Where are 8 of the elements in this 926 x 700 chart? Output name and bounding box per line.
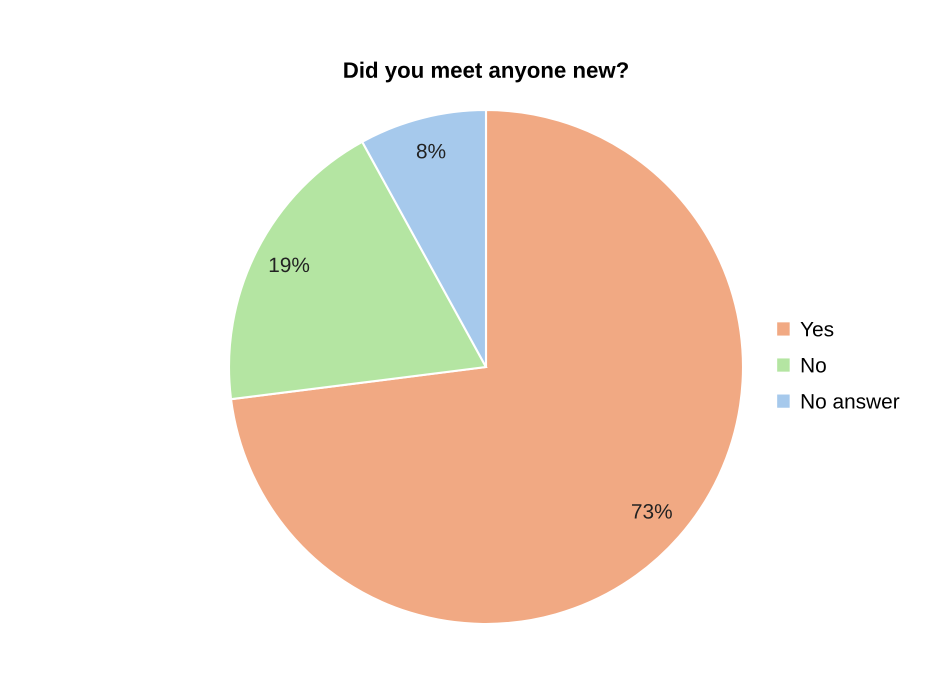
data-label: 19% [270,258,310,272]
data-label: 8% [416,144,446,159]
legend-label: No answer [802,394,900,409]
chart-title: Did you meet anyone new? [344,62,628,82]
data-label: 73% [632,504,672,519]
pie-slice [230,108,744,626]
legend-label: Yes [800,322,834,337]
legend-label: No [802,358,826,373]
